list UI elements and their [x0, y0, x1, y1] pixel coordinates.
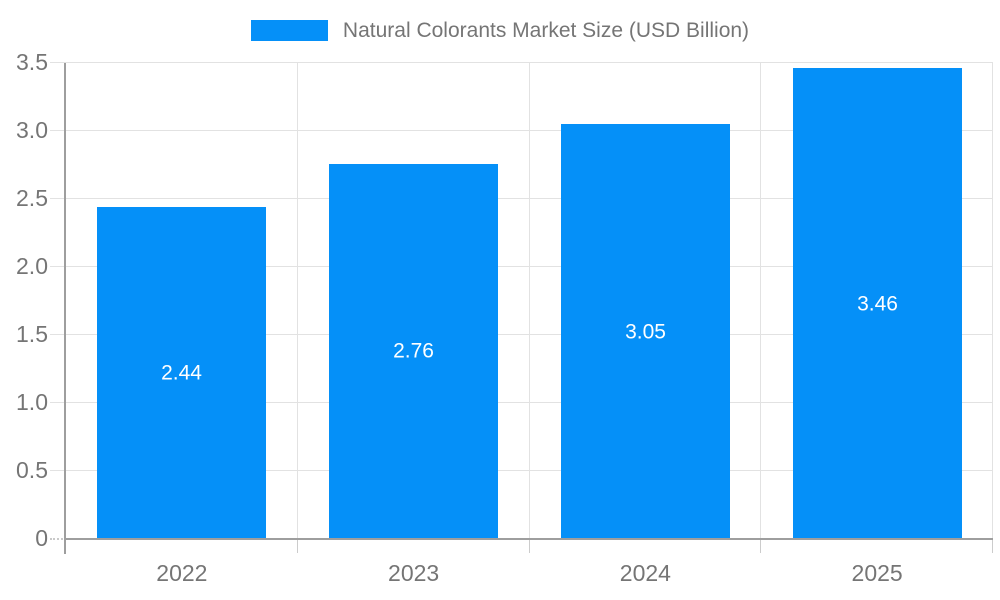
y-gridline — [66, 334, 993, 335]
x-gridline — [992, 63, 993, 539]
x-tick — [296, 539, 298, 553]
y-tick-label: 0 — [35, 525, 48, 551]
y-tick — [50, 266, 66, 267]
x-gridline — [528, 63, 530, 539]
y-tick — [50, 538, 66, 540]
x-tick — [760, 539, 762, 553]
x-axis-line — [64, 538, 993, 540]
y-gridline — [66, 402, 993, 403]
x-tick-label: 2022 — [156, 560, 208, 586]
x-gridline — [296, 63, 298, 539]
y-axis-line — [64, 63, 66, 554]
x-tick-label: 2024 — [619, 560, 671, 586]
x-tick — [992, 539, 993, 553]
y-tick — [50, 334, 66, 335]
y-tick — [50, 62, 66, 63]
legend-label: Natural Colorants Market Size (USD Billi… — [342, 19, 750, 42]
legend-swatch — [250, 20, 328, 41]
y-tick-label: 2.5 — [16, 185, 48, 211]
bar[interactable]: 2.76 — [329, 163, 498, 539]
y-gridline — [66, 130, 993, 131]
y-tick-label: 0.5 — [16, 457, 48, 483]
y-gridline — [66, 266, 993, 267]
y-tick-label: 1.0 — [16, 389, 48, 415]
y-tick-label: 3.0 — [16, 117, 48, 143]
y-tick-label: 1.5 — [16, 321, 48, 347]
bar-value-label: 3.46 — [857, 292, 898, 316]
bar[interactable]: 2.44 — [97, 207, 266, 539]
bar-value-label: 2.44 — [161, 361, 202, 385]
y-tick-label: 3.5 — [16, 49, 48, 75]
y-tick — [50, 130, 66, 131]
y-gridline — [66, 62, 993, 63]
plot-area: 2.44 2.76 3.05 3.46 — [66, 62, 993, 539]
bar[interactable]: 3.46 — [793, 68, 962, 539]
bar-value-label: 3.05 — [625, 320, 666, 344]
bar[interactable]: 3.05 — [561, 124, 730, 539]
y-tick — [50, 470, 66, 471]
bar-value-label: 2.76 — [393, 339, 434, 363]
y-gridline — [66, 470, 993, 471]
y-gridline — [66, 198, 993, 199]
x-tick — [528, 539, 530, 553]
x-tick-label: 2025 — [851, 560, 903, 586]
chart-legend[interactable]: Natural Colorants Market Size (USD Billi… — [0, 20, 1000, 41]
x-tick-label: 2023 — [388, 560, 440, 586]
x-gridline — [760, 63, 762, 539]
y-tick — [50, 402, 66, 403]
y-tick-label: 2.0 — [16, 253, 48, 279]
y-tick — [50, 198, 66, 199]
